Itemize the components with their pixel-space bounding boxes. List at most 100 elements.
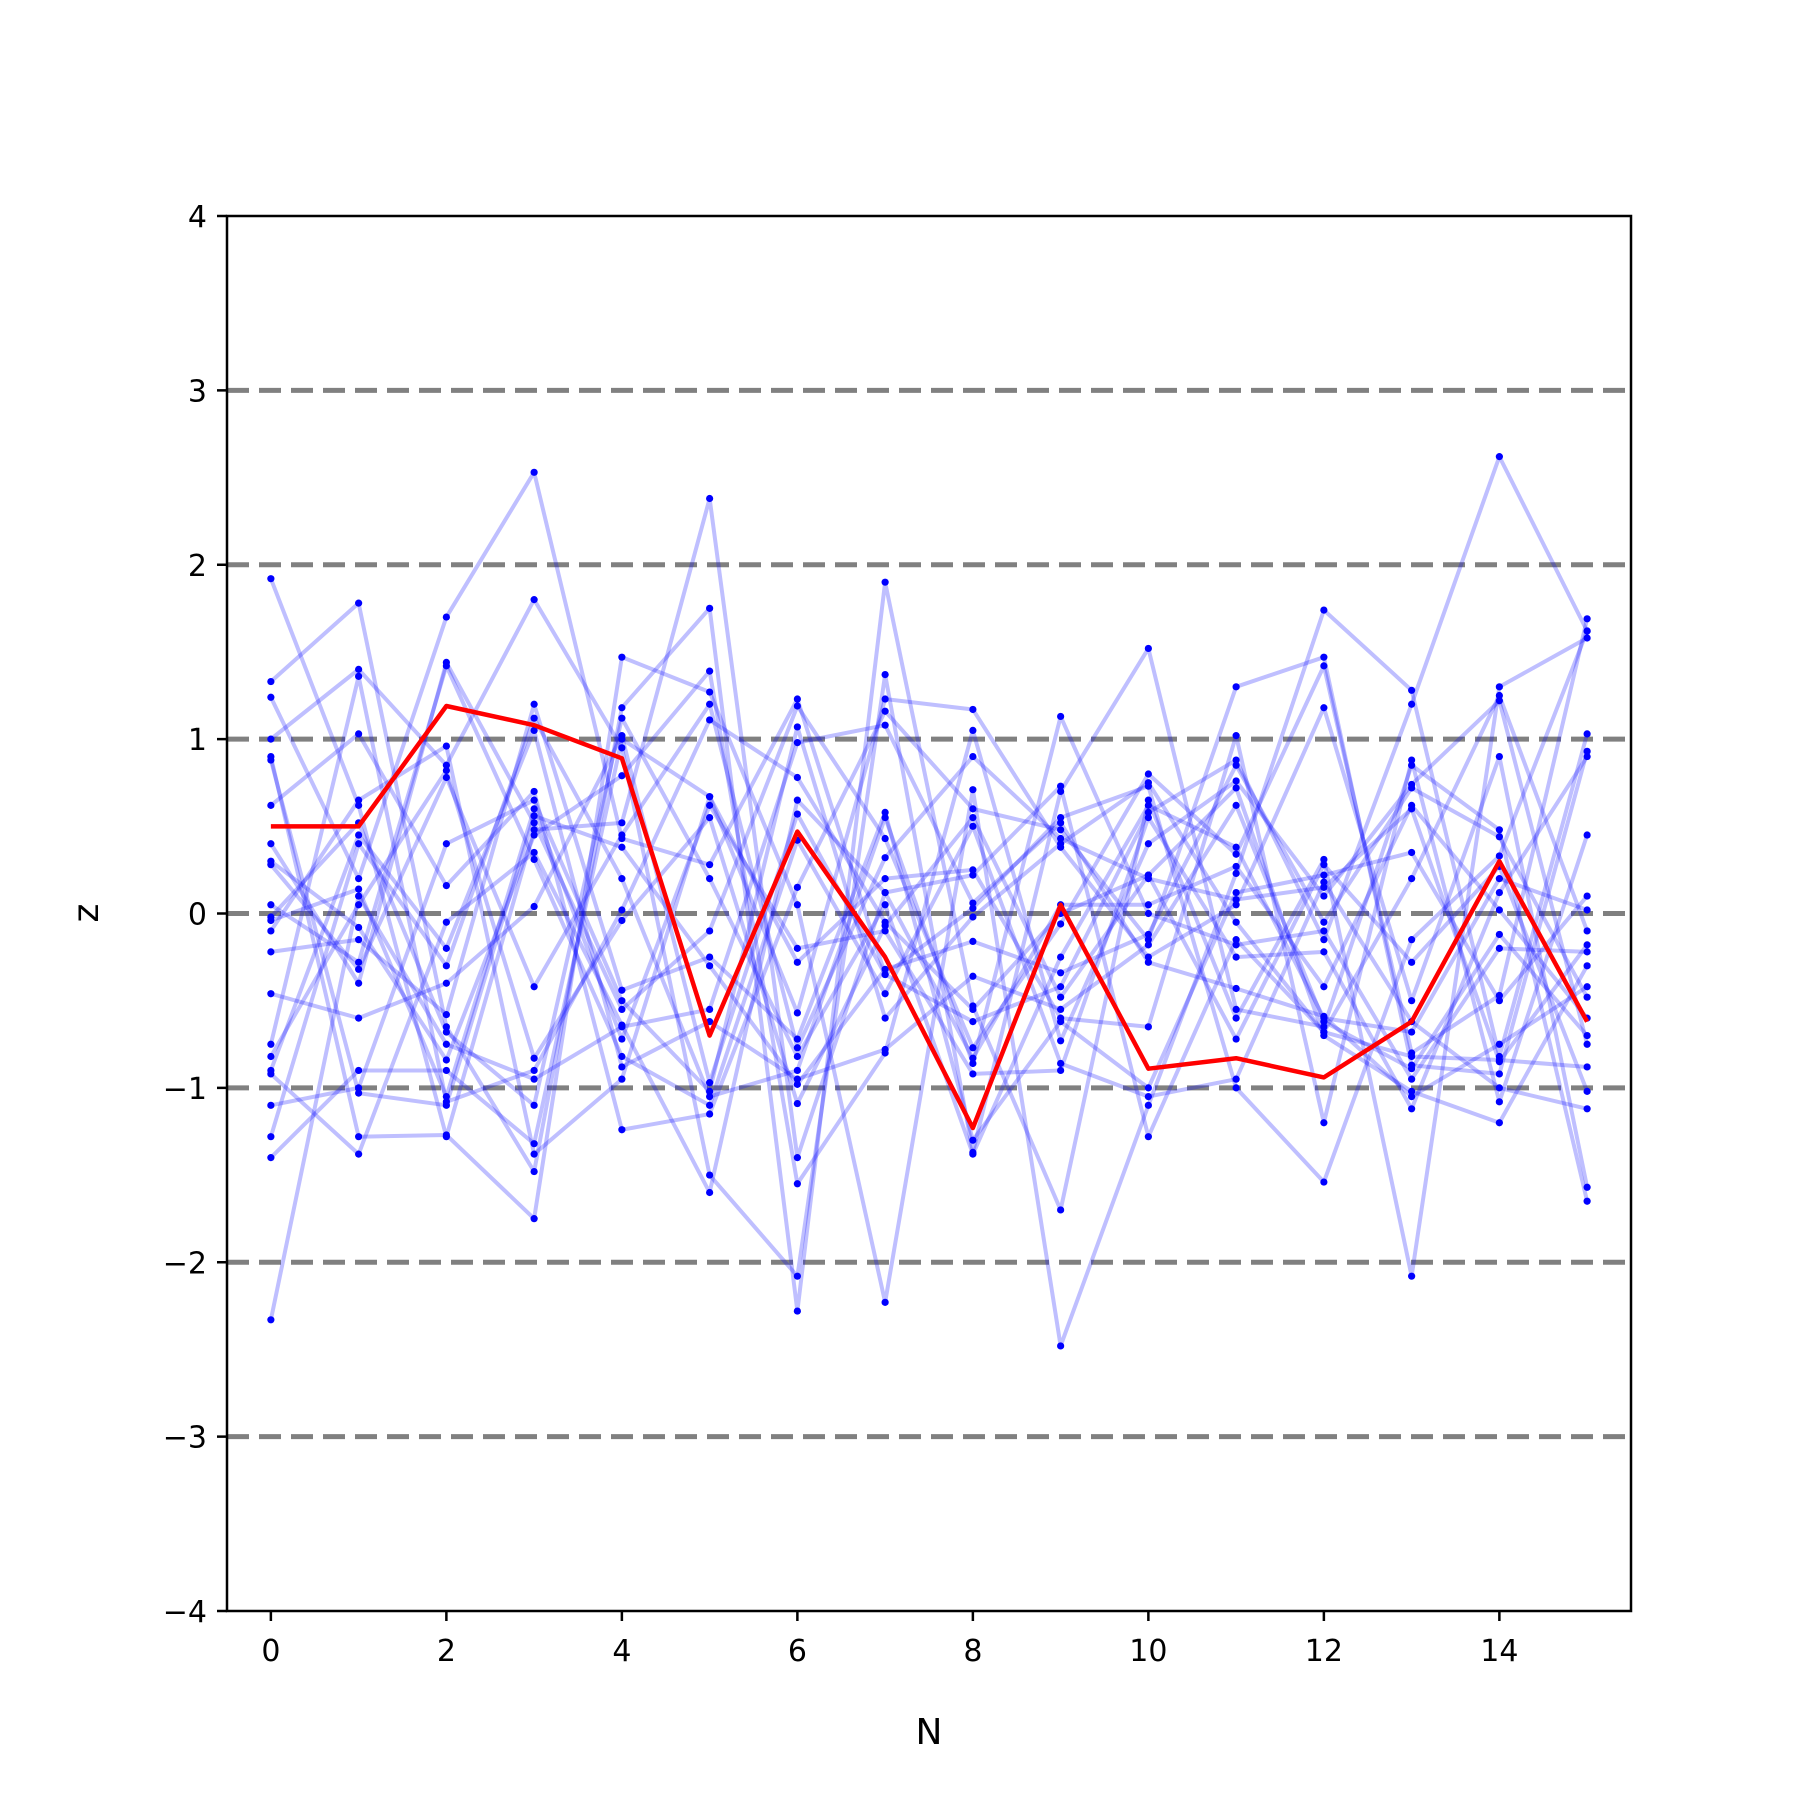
data-point [1583, 752, 1591, 761]
data-point [1408, 1272, 1416, 1280]
data-point [969, 1005, 977, 1014]
data-point [267, 990, 275, 998]
data-point [1583, 1087, 1591, 1095]
series-line [268, 674, 1589, 1125]
data-point [793, 883, 801, 891]
data-point [355, 1066, 363, 1075]
data-point [881, 721, 889, 729]
data-point [442, 1023, 450, 1031]
series-line [269, 597, 1590, 1279]
data-point [1408, 1049, 1416, 1057]
data-point [969, 866, 977, 874]
data-point [1495, 453, 1503, 461]
data-point [530, 831, 538, 839]
series-line [269, 733, 1590, 1160]
data-point [1144, 936, 1152, 944]
data-point [1583, 1105, 1591, 1113]
data-point [793, 1154, 801, 1162]
data-point [1057, 782, 1065, 790]
data-point [706, 1087, 714, 1095]
data-point [1495, 683, 1503, 691]
data-point [1495, 991, 1503, 1000]
data-point [969, 899, 977, 907]
data-point [1232, 1075, 1240, 1083]
data-point [1232, 901, 1240, 909]
data-point [442, 962, 450, 970]
data-point [530, 1054, 538, 1062]
data-point [793, 1075, 801, 1083]
data-point [1057, 1005, 1065, 1014]
data-point [793, 1080, 801, 1088]
data-point [793, 810, 801, 818]
data-point [881, 854, 889, 862]
data-point [793, 901, 801, 909]
series-line [269, 663, 1588, 1111]
data-point [793, 1044, 801, 1052]
data-point [1408, 761, 1416, 769]
data-point [1320, 878, 1328, 886]
data-point [618, 714, 626, 722]
data-point [881, 990, 889, 998]
data-point [969, 1018, 977, 1026]
data-point [1495, 888, 1503, 897]
data-point [969, 705, 977, 714]
data-point [1232, 1005, 1240, 1014]
data-point [1232, 869, 1240, 877]
x-tick-label: 2 [437, 1634, 456, 1669]
data-point [1583, 627, 1591, 635]
data-point [1232, 732, 1240, 740]
data-point [1144, 779, 1152, 787]
data-point [881, 922, 889, 930]
data-point [1320, 1119, 1328, 1127]
data-point [793, 1180, 801, 1188]
data-point [267, 1040, 275, 1048]
data-point [706, 861, 714, 869]
data-point [1583, 941, 1591, 949]
data-point [706, 1079, 714, 1087]
data-point [1232, 1014, 1240, 1022]
data-point [1057, 1342, 1065, 1350]
data-point [1408, 1065, 1416, 1073]
data-point [969, 786, 977, 794]
data-point [706, 494, 714, 503]
data-point [1408, 997, 1416, 1005]
data-point [1144, 1084, 1152, 1092]
data-point [706, 667, 714, 675]
data-point [1495, 875, 1503, 883]
x-tick-label: 14 [1480, 1634, 1518, 1669]
data-point [1057, 819, 1065, 827]
data-point [1320, 892, 1328, 900]
data-point [881, 695, 889, 703]
data-point [530, 787, 538, 796]
data-point [1495, 944, 1503, 952]
data-point [1495, 930, 1503, 939]
series-line [269, 454, 1589, 1024]
y-tick-label: −2 [163, 1246, 207, 1281]
data-point [530, 848, 538, 857]
series-line [270, 755, 1589, 1111]
y-tick-label: 4 [188, 200, 207, 235]
data-point [881, 901, 889, 909]
x-axis-label: N [916, 1712, 943, 1753]
data-point [1408, 1075, 1416, 1083]
data-point [706, 1101, 714, 1109]
data-point [1583, 615, 1591, 623]
data-point [1057, 1066, 1065, 1075]
data-point [1408, 848, 1416, 857]
data-point [355, 1084, 363, 1092]
data-point [881, 834, 889, 843]
data-point [267, 1052, 275, 1061]
data-point [530, 983, 538, 991]
data-point [267, 861, 275, 869]
data-point [1232, 683, 1240, 691]
data-point [355, 958, 363, 966]
data-point [530, 726, 538, 735]
data-point [793, 1066, 801, 1075]
data-point [442, 1028, 450, 1036]
data-point [1144, 1133, 1152, 1141]
data-point [442, 1066, 450, 1075]
y-tick-label: −1 [163, 1072, 207, 1107]
data-point [1408, 875, 1416, 883]
data-point [355, 892, 363, 900]
series-line [270, 702, 1589, 1143]
